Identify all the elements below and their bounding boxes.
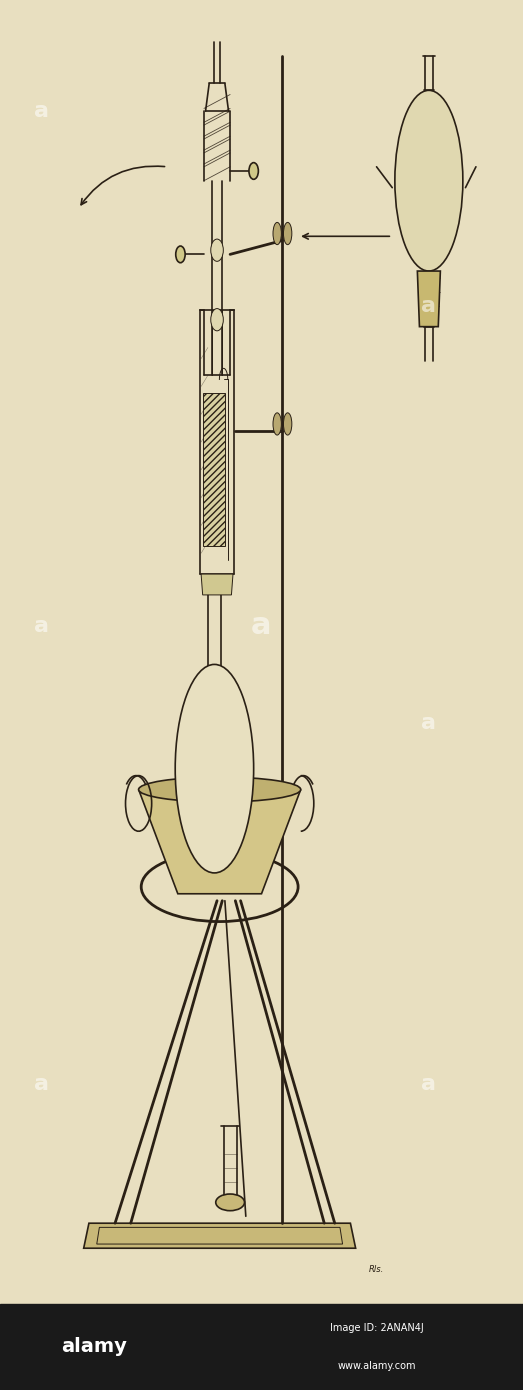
Circle shape: [273, 222, 281, 245]
Text: Image ID: 2ANAN4J: Image ID: 2ANAN4J: [329, 1323, 424, 1333]
Bar: [202, 393, 224, 546]
Circle shape: [273, 413, 281, 435]
Text: a: a: [422, 713, 436, 733]
Ellipse shape: [176, 246, 185, 263]
Text: a: a: [35, 1074, 49, 1094]
Text: a: a: [422, 296, 436, 316]
Circle shape: [395, 90, 463, 271]
Ellipse shape: [211, 309, 223, 331]
Text: a: a: [35, 616, 49, 635]
Bar: [0, 1304, 523, 1390]
Polygon shape: [201, 574, 233, 595]
Circle shape: [283, 222, 292, 245]
Text: alamy: alamy: [61, 1337, 127, 1357]
Ellipse shape: [216, 1194, 245, 1211]
Ellipse shape: [211, 239, 223, 261]
Text: a: a: [251, 612, 272, 639]
Circle shape: [283, 413, 292, 435]
Ellipse shape: [139, 777, 301, 802]
Text: www.alamy.com: www.alamy.com: [337, 1361, 416, 1371]
Circle shape: [175, 664, 254, 873]
Ellipse shape: [249, 163, 258, 179]
Polygon shape: [139, 790, 301, 894]
Text: a: a: [422, 1074, 436, 1094]
Text: a: a: [35, 101, 49, 121]
Polygon shape: [84, 1223, 356, 1248]
Polygon shape: [417, 271, 440, 327]
Text: Rls.: Rls.: [369, 1265, 384, 1273]
